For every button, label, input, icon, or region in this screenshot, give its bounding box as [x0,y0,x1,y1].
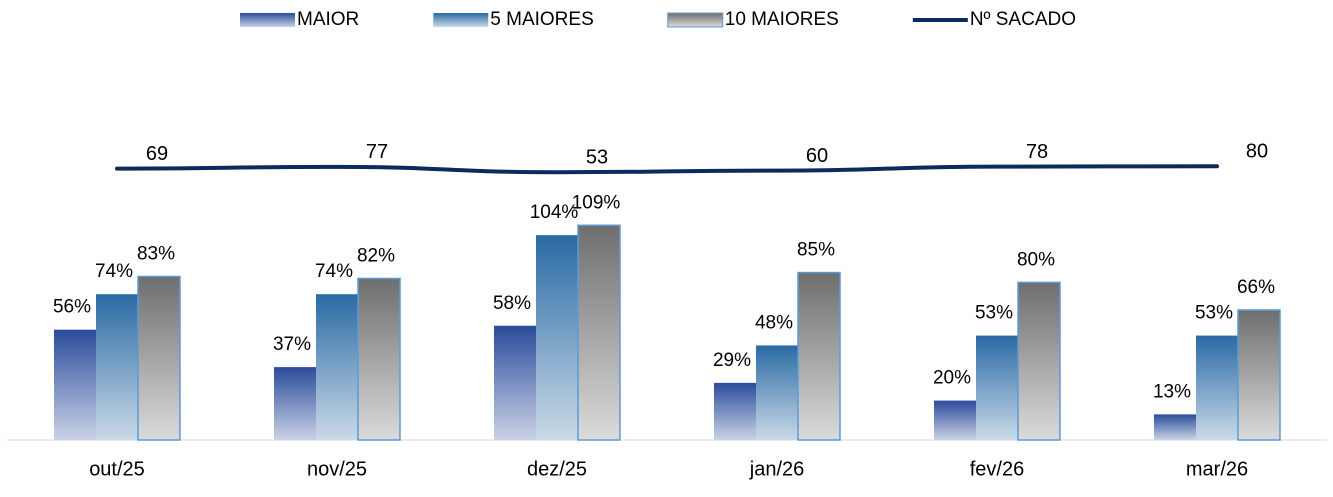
data-label: 37% [273,334,311,355]
x-tick-label: out/25 [89,458,145,480]
legend-swatch [667,12,724,28]
data-label: 74% [315,261,353,282]
bar [96,294,138,440]
bar [756,345,798,440]
data-label: 83% [137,244,175,265]
legend-swatch [240,13,295,27]
bar [714,382,756,440]
bar [494,325,536,440]
x-tick-label: jan/26 [749,458,805,480]
data-label: 53% [975,303,1013,324]
x-tick-label: fev/26 [970,458,1024,480]
line-label: 60 [806,145,828,167]
data-label: 56% [53,297,91,318]
data-label: 85% [797,240,835,261]
line-label: 69 [146,143,168,165]
bar [1196,335,1238,440]
bar [1237,309,1281,441]
data-label: 66% [1237,277,1275,298]
line-label: 78 [1026,141,1048,163]
bar [577,224,621,441]
bar [357,277,401,441]
bar [797,271,841,441]
data-label: 48% [755,312,793,333]
bar [976,335,1018,440]
bar [137,275,181,441]
bar [274,367,316,440]
data-label: 80% [1017,249,1055,270]
line-series [115,164,1219,175]
bar [316,294,358,440]
data-label: 13% [1153,381,1191,402]
line-label: 77 [366,141,388,163]
line-label: 80 [1246,140,1268,162]
data-label: 20% [933,368,971,389]
legend-swatch [433,13,489,27]
bar [536,235,578,440]
x-tick-label: nov/25 [307,458,367,480]
data-label: 104% [530,202,579,223]
data-label: 109% [572,192,621,213]
legend-label: Nº SACADO [970,9,1076,30]
legend-label: 5 MAIORES [490,9,593,30]
line-label: 53 [586,146,608,168]
data-label: 58% [493,293,531,314]
data-label: 53% [1195,303,1233,324]
x-tick-label: dez/25 [527,458,587,480]
data-label: 74% [95,261,133,282]
bar [54,329,96,440]
x-tick-label: mar/26 [1186,458,1248,480]
legend-label: 10 MAIORES [725,9,839,30]
data-label: 29% [713,350,751,371]
bar [1017,281,1061,441]
bar [934,400,976,440]
legend-label: MAIOR [297,9,359,30]
data-label: 82% [357,245,395,266]
bar [1154,414,1196,440]
